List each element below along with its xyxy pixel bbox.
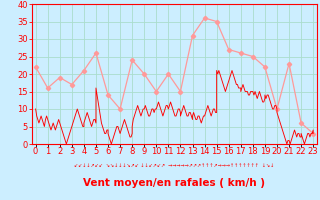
Text: ↙↙↓↓↗↙↙  ↘↘↓↓↓↘↗↙ ↓↓↙↗↙↗  →→→→→↗↗↗↑↑↑↗→→→↑↑↑↑↑↑↑  ↓↘↓: ↙↙↓↓↗↙↙ ↘↘↓↓↓↘↗↙ ↓↓↙↗↙↗ →→→→→↗↗↗↑↑↑↗→→→↑… (74, 163, 275, 168)
X-axis label: Vent moyen/en rafales ( km/h ): Vent moyen/en rafales ( km/h ) (84, 178, 265, 188)
